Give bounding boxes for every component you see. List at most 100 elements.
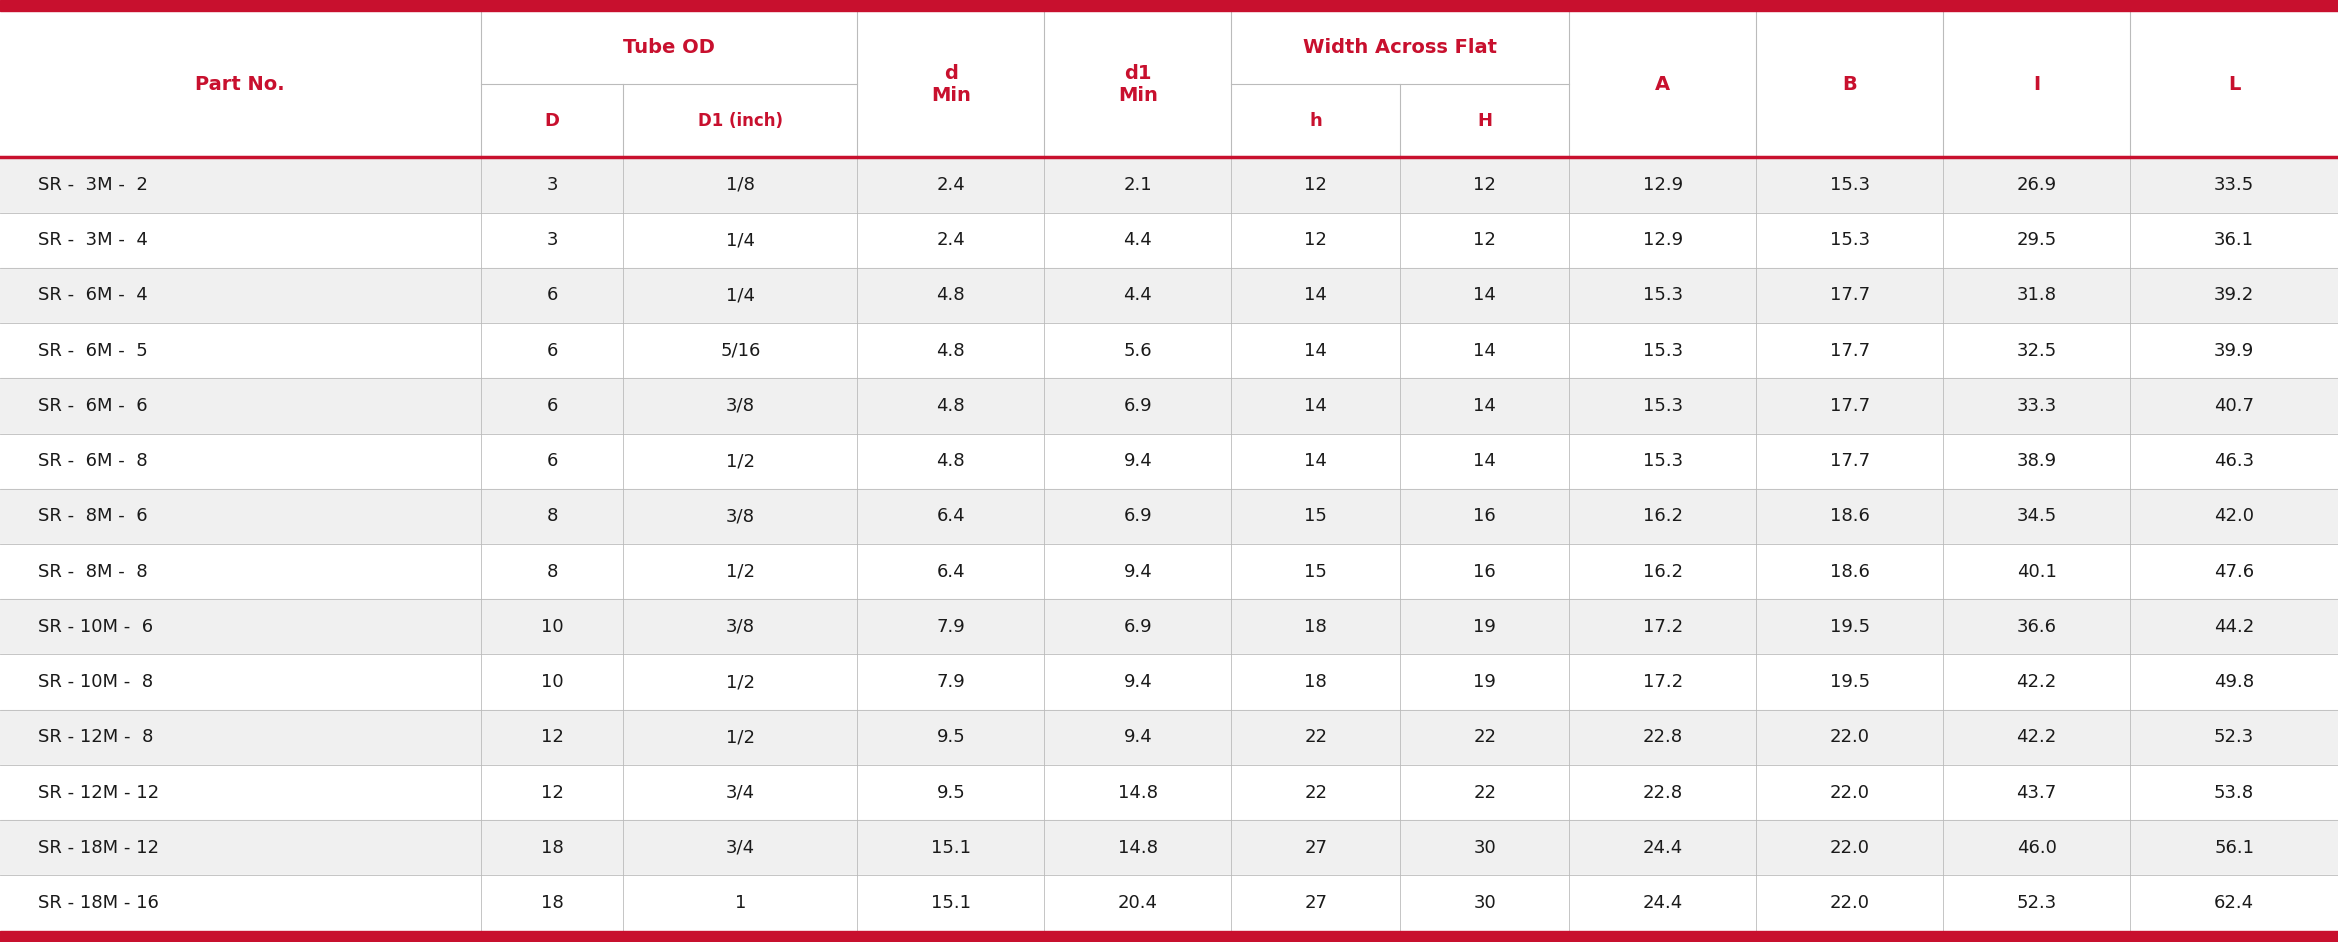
Bar bbox=[0, 820, 2338, 875]
Text: 12: 12 bbox=[540, 728, 563, 746]
Text: 22: 22 bbox=[1473, 784, 1496, 802]
Text: 19: 19 bbox=[1473, 674, 1496, 691]
Text: 12: 12 bbox=[1473, 176, 1496, 194]
Text: 14: 14 bbox=[1473, 397, 1496, 414]
Text: SR - 18M - 16: SR - 18M - 16 bbox=[37, 894, 159, 912]
Text: 32.5: 32.5 bbox=[2018, 342, 2057, 360]
Text: 18: 18 bbox=[1305, 618, 1328, 636]
Text: Width Across Flat: Width Across Flat bbox=[1302, 39, 1496, 57]
Text: 5/16: 5/16 bbox=[720, 342, 760, 360]
Text: 18: 18 bbox=[540, 894, 563, 912]
Text: 40.7: 40.7 bbox=[2214, 397, 2254, 414]
Text: 4.4: 4.4 bbox=[1125, 286, 1153, 304]
Text: 6.4: 6.4 bbox=[938, 562, 966, 580]
Text: 15.3: 15.3 bbox=[1644, 452, 1683, 470]
Text: 17.2: 17.2 bbox=[1644, 674, 1683, 691]
Text: 40.1: 40.1 bbox=[2018, 562, 2057, 580]
Text: 9.4: 9.4 bbox=[1125, 674, 1153, 691]
Text: 22.8: 22.8 bbox=[1644, 728, 1683, 746]
Text: H: H bbox=[1478, 112, 1492, 130]
Text: SR -  6M -  8: SR - 6M - 8 bbox=[37, 452, 147, 470]
Text: 27: 27 bbox=[1305, 894, 1328, 912]
Text: 16.2: 16.2 bbox=[1644, 562, 1683, 580]
Text: 15.3: 15.3 bbox=[1644, 342, 1683, 360]
Text: SR - 10M -  6: SR - 10M - 6 bbox=[37, 618, 154, 636]
Bar bbox=[0, 765, 2338, 820]
Text: 15.3: 15.3 bbox=[1644, 397, 1683, 414]
Text: 14: 14 bbox=[1305, 397, 1328, 414]
Text: 4.8: 4.8 bbox=[938, 452, 966, 470]
Text: I: I bbox=[2034, 74, 2041, 94]
Text: 16: 16 bbox=[1473, 562, 1496, 580]
Text: SR -  6M -  4: SR - 6M - 4 bbox=[37, 286, 147, 304]
Text: 9.5: 9.5 bbox=[938, 784, 966, 802]
Text: SR -  3M -  2: SR - 3M - 2 bbox=[37, 176, 147, 194]
Text: 18.6: 18.6 bbox=[1831, 508, 1870, 526]
Text: 3/4: 3/4 bbox=[725, 784, 755, 802]
Text: 34.5: 34.5 bbox=[2018, 508, 2057, 526]
Text: 18: 18 bbox=[1305, 674, 1328, 691]
Text: 42.0: 42.0 bbox=[2214, 508, 2254, 526]
Text: 10: 10 bbox=[540, 674, 563, 691]
Text: 16.2: 16.2 bbox=[1644, 508, 1683, 526]
Text: 9.5: 9.5 bbox=[938, 728, 966, 746]
Bar bbox=[0, 433, 2338, 489]
Text: 17.7: 17.7 bbox=[1831, 397, 1870, 414]
Text: 30: 30 bbox=[1473, 838, 1496, 857]
Text: 9.4: 9.4 bbox=[1125, 562, 1153, 580]
Text: 33.3: 33.3 bbox=[2018, 397, 2057, 414]
Text: 20.4: 20.4 bbox=[1118, 894, 1157, 912]
Text: 6: 6 bbox=[547, 342, 559, 360]
Text: 6: 6 bbox=[547, 286, 559, 304]
Text: 22: 22 bbox=[1305, 784, 1328, 802]
Text: 14.8: 14.8 bbox=[1118, 838, 1157, 857]
Text: 14: 14 bbox=[1305, 342, 1328, 360]
Text: 46.3: 46.3 bbox=[2214, 452, 2254, 470]
Text: 12.9: 12.9 bbox=[1644, 176, 1683, 194]
Text: 15.1: 15.1 bbox=[931, 894, 970, 912]
Text: 17.7: 17.7 bbox=[1831, 286, 1870, 304]
Text: 5.6: 5.6 bbox=[1125, 342, 1153, 360]
Text: 53.8: 53.8 bbox=[2214, 784, 2254, 802]
Text: 16: 16 bbox=[1473, 508, 1496, 526]
Text: SR - 10M -  8: SR - 10M - 8 bbox=[37, 674, 154, 691]
Text: 7.9: 7.9 bbox=[938, 618, 966, 636]
Text: 22.0: 22.0 bbox=[1831, 728, 1870, 746]
Text: 29.5: 29.5 bbox=[2018, 231, 2057, 250]
Text: 17.7: 17.7 bbox=[1831, 452, 1870, 470]
Text: 15: 15 bbox=[1305, 562, 1328, 580]
Text: 1/2: 1/2 bbox=[725, 674, 755, 691]
Text: d
Min: d Min bbox=[931, 64, 970, 105]
Text: B: B bbox=[1842, 74, 1856, 94]
Text: 19: 19 bbox=[1473, 618, 1496, 636]
Text: 44.2: 44.2 bbox=[2214, 618, 2254, 636]
Bar bbox=[0, 709, 2338, 765]
Text: 2.4: 2.4 bbox=[938, 176, 966, 194]
Text: 3: 3 bbox=[547, 231, 559, 250]
Text: 8: 8 bbox=[547, 562, 559, 580]
Text: 12.9: 12.9 bbox=[1644, 231, 1683, 250]
Text: 42.2: 42.2 bbox=[2018, 728, 2057, 746]
Text: 46.0: 46.0 bbox=[2018, 838, 2057, 857]
Bar bbox=[0, 268, 2338, 323]
Text: 3/8: 3/8 bbox=[725, 508, 755, 526]
Text: 3/8: 3/8 bbox=[725, 618, 755, 636]
Text: h: h bbox=[1309, 112, 1323, 130]
Text: 3/4: 3/4 bbox=[725, 838, 755, 857]
Text: A: A bbox=[1655, 74, 1669, 94]
Bar bbox=[0, 875, 2338, 931]
Text: 39.2: 39.2 bbox=[2214, 286, 2254, 304]
Text: 15.3: 15.3 bbox=[1831, 231, 1870, 250]
Text: 19.5: 19.5 bbox=[1831, 618, 1870, 636]
Text: 6: 6 bbox=[547, 452, 559, 470]
Text: 1/2: 1/2 bbox=[725, 728, 755, 746]
Text: D: D bbox=[545, 112, 559, 130]
Text: 6.9: 6.9 bbox=[1125, 618, 1153, 636]
Bar bbox=[0, 655, 2338, 709]
Text: 9.4: 9.4 bbox=[1125, 452, 1153, 470]
Text: 14: 14 bbox=[1305, 452, 1328, 470]
Text: 1/4: 1/4 bbox=[725, 231, 755, 250]
Text: 17.2: 17.2 bbox=[1644, 618, 1683, 636]
Text: 3/8: 3/8 bbox=[725, 397, 755, 414]
Text: 6: 6 bbox=[547, 397, 559, 414]
